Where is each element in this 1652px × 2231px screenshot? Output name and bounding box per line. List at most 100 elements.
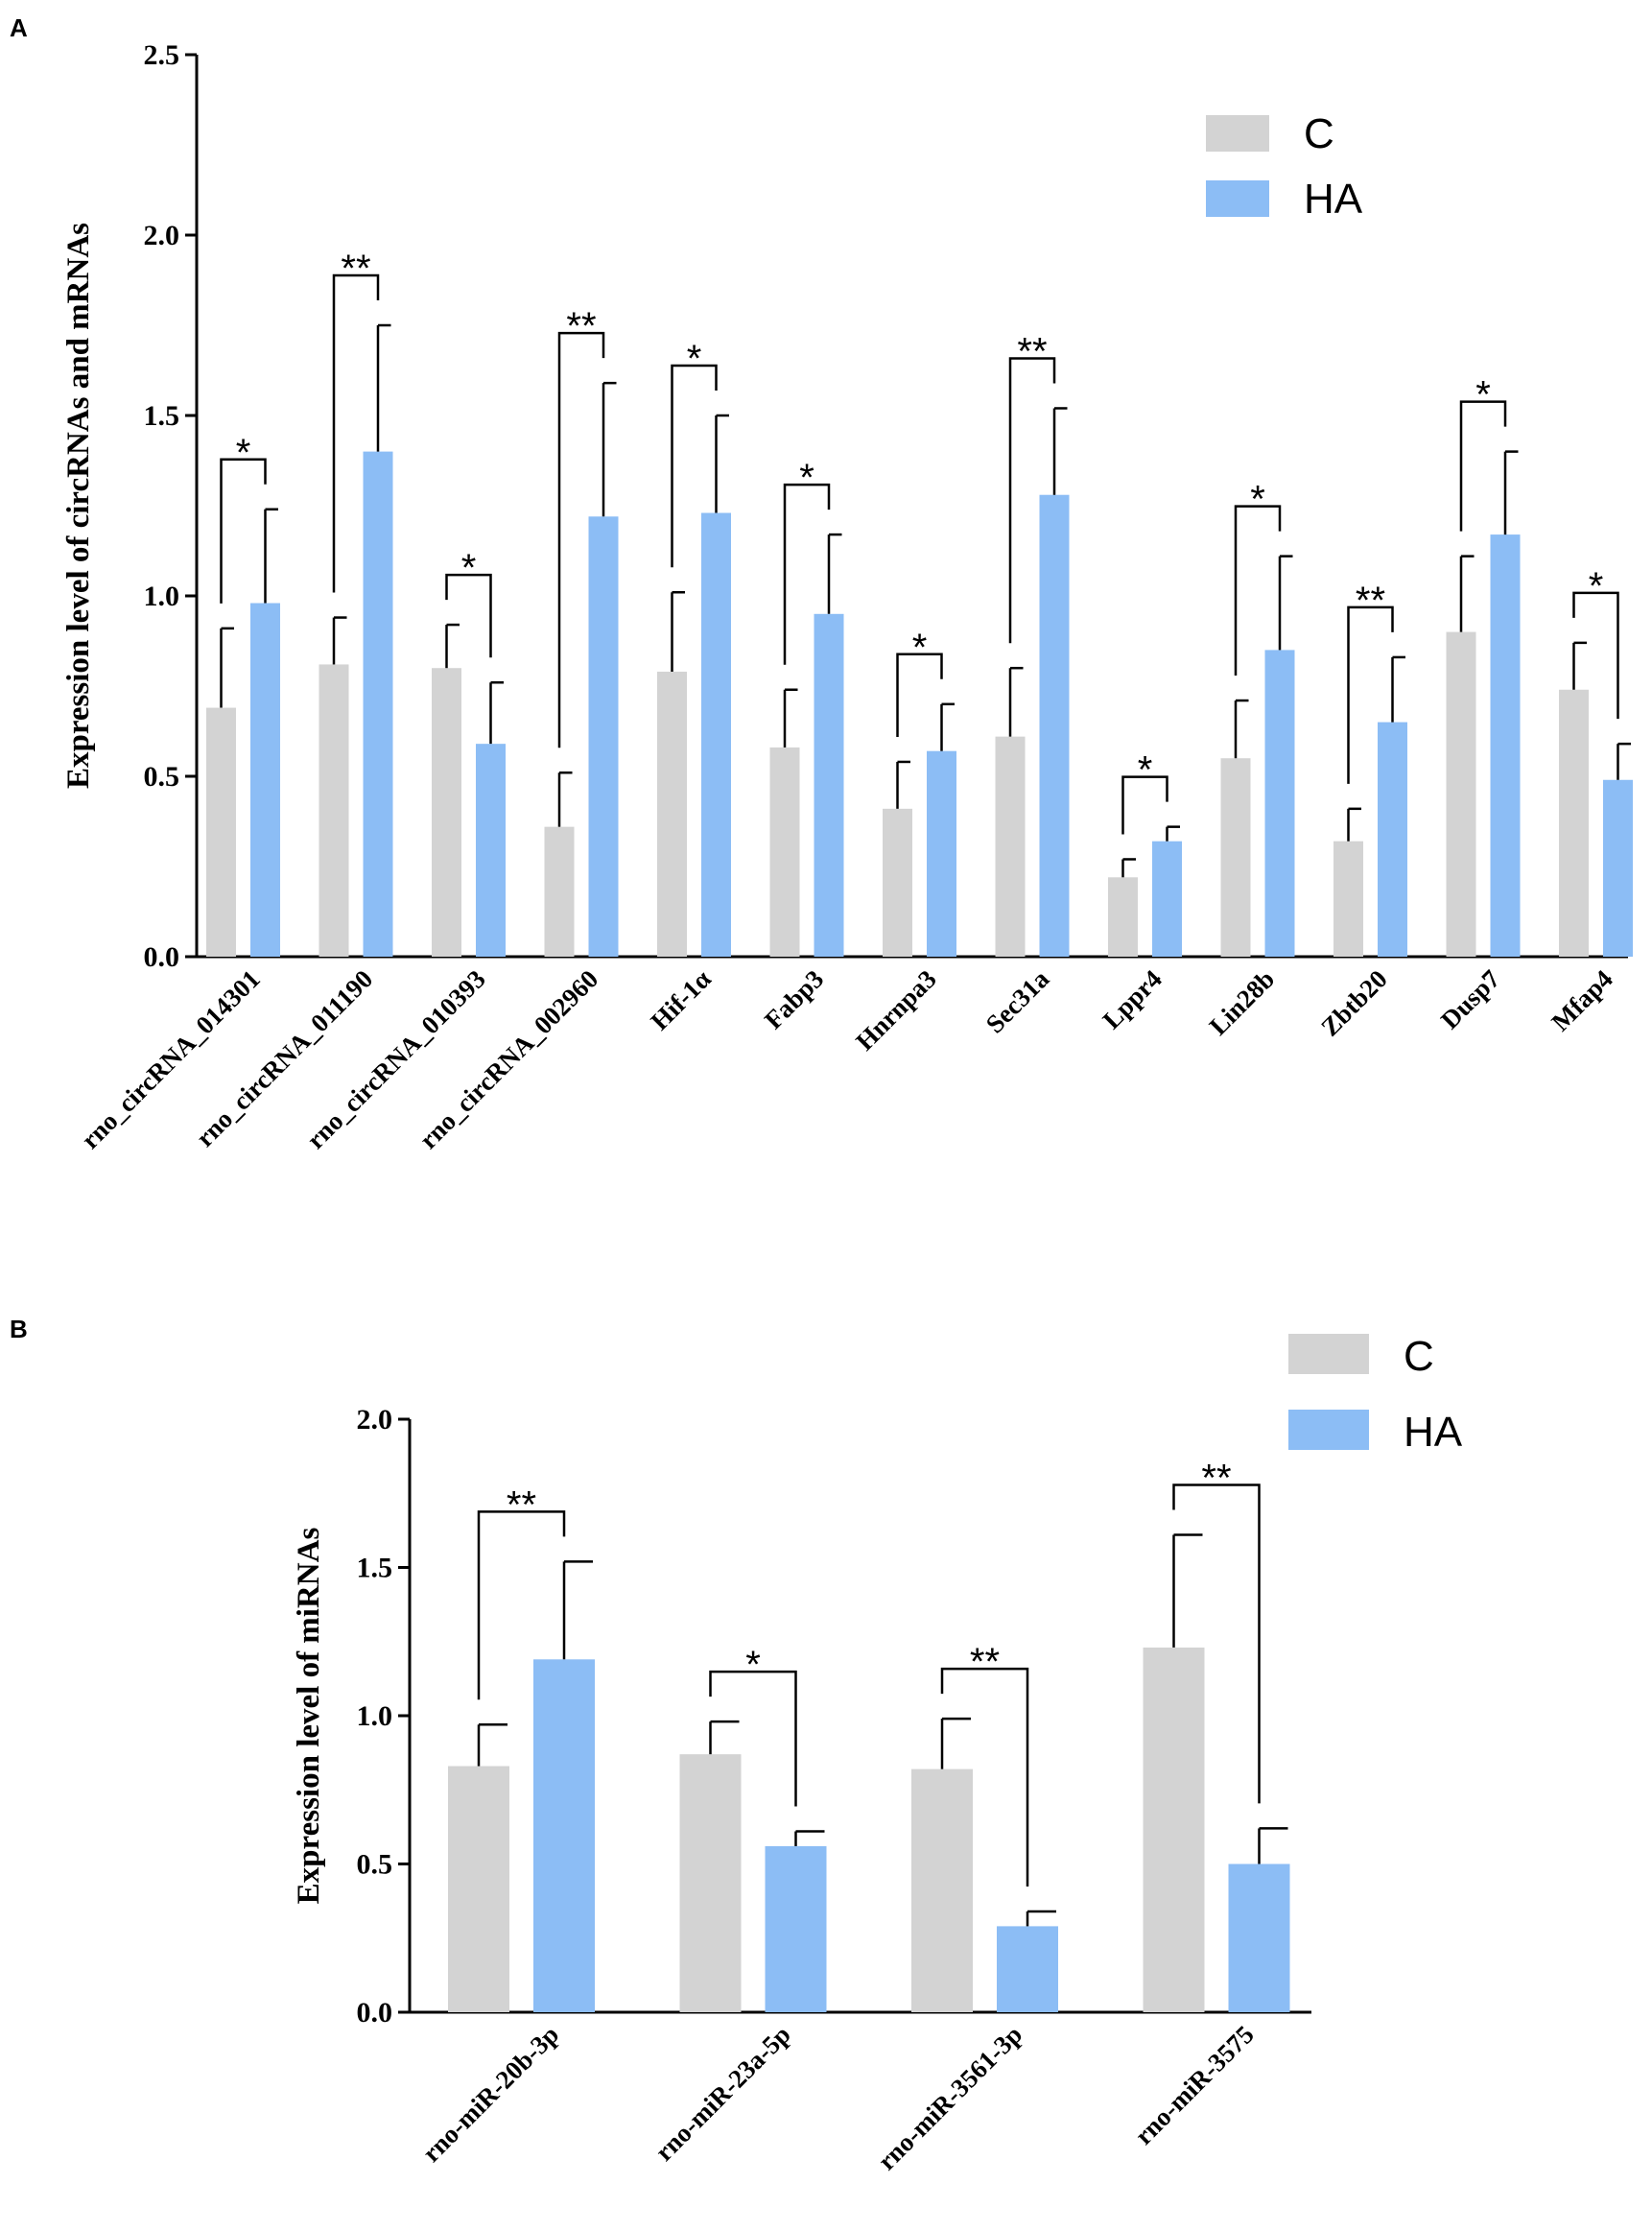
y-tick-label: 2.0 (357, 1404, 393, 1436)
category-label: Zbtb20 (1315, 964, 1393, 1042)
bar-c (883, 808, 912, 957)
significance-bracket (671, 364, 718, 568)
bar-c (1220, 758, 1251, 957)
bar-c (1559, 689, 1589, 957)
significance-bracket (1572, 591, 1619, 720)
significance-marker: * (1475, 374, 1491, 416)
category-label: Lin28b (1204, 964, 1281, 1041)
panel-label: A (10, 13, 28, 42)
bar-ha (363, 451, 393, 958)
y-tick-label: 1.5 (144, 400, 180, 432)
bar-c (911, 1768, 973, 2012)
bar-ha (1490, 534, 1521, 957)
significance-bracket (445, 573, 492, 658)
y-tick-label: 1.0 (144, 581, 180, 612)
significance-marker: * (461, 547, 477, 589)
bar-c (432, 668, 461, 957)
legend-swatch-c (1288, 1334, 1369, 1374)
bar-c (319, 664, 349, 957)
bar-ha (1264, 650, 1295, 957)
significance-bracket (1172, 1483, 1261, 1804)
bar-c (448, 1766, 509, 2012)
significance-marker: * (912, 627, 928, 669)
legend-label-ha: HA (1304, 176, 1363, 223)
y-tick-label: 0.0 (357, 1997, 393, 2029)
bar-ha (533, 1659, 595, 2012)
significance-marker: * (1138, 749, 1153, 792)
y-tick-label: 2.0 (144, 220, 180, 251)
category-label: Hif-1α (645, 964, 716, 1035)
panel-a: A Expression level of circRNAs and mRNAs 0… (10, 13, 1633, 1154)
y-tick-label: 1.0 (357, 1700, 393, 1732)
y-tick-label: 1.5 (357, 1553, 393, 1584)
significance-marker: ** (1201, 1458, 1231, 1500)
significance-bracket (783, 483, 831, 665)
y-tick-label: 2.5 (144, 39, 180, 71)
significance-marker: ** (566, 305, 596, 347)
bar-ha (250, 603, 280, 957)
legend-label-c: C (1304, 110, 1334, 157)
category-label: Lppr4 (1097, 964, 1168, 1034)
bar-ha (997, 1926, 1058, 2012)
bar-c (1446, 631, 1476, 957)
bar-ha (765, 1845, 827, 2012)
significance-marker: * (745, 1644, 761, 1686)
category-label: rno-miR-20b-3p (416, 2020, 564, 2168)
significance-marker: ** (507, 1483, 536, 1526)
significance-bracket (940, 1667, 1029, 1887)
significance-marker: ** (341, 248, 370, 290)
bar-c (1108, 877, 1138, 957)
bar-c (1143, 1647, 1205, 2012)
significance-bracket (557, 331, 605, 748)
significance-bracket (1121, 775, 1168, 835)
significance-bracket (477, 1510, 566, 1700)
significance-bracket (709, 1670, 797, 1807)
significance-bracket (1459, 400, 1507, 532)
bar-c (769, 747, 800, 957)
bar-c (206, 707, 236, 957)
y-tick-label: 0.5 (144, 761, 180, 793)
bar-ha (1039, 494, 1070, 957)
category-label: Dusp7 (1435, 964, 1505, 1034)
significance-marker: ** (970, 1641, 1000, 1683)
bar-ha (1228, 1863, 1290, 2012)
significance-marker: * (687, 338, 702, 380)
significance-marker: ** (1356, 580, 1385, 622)
category-label: Hnrnpa3 (850, 964, 941, 1056)
bar-ha (588, 516, 619, 957)
y-tick-label: 0.5 (357, 1849, 393, 1881)
bar-c (544, 826, 575, 957)
panel-label: B (10, 1315, 28, 1343)
legend-swatch-c (1206, 115, 1269, 152)
bar-ha (476, 744, 506, 957)
significance-marker: * (799, 457, 814, 499)
panel-b: B Expression level of miRNAs 0.0 0.5 1.0 1.5 2… (10, 1315, 1463, 2175)
bar-ha (1603, 779, 1633, 957)
significance-bracket (1347, 605, 1394, 784)
category-label: rno-miR-3575 (1129, 2020, 1260, 2150)
significance-bracket (1008, 357, 1056, 644)
category-label: Fabp3 (759, 964, 829, 1034)
significance-marker: * (236, 432, 251, 474)
y-axis-title: Expression level of miRNAs (292, 1528, 326, 1905)
significance-marker: ** (1017, 330, 1047, 372)
legend-swatch-ha (1288, 1410, 1369, 1450)
bar-c (657, 671, 687, 957)
bar-ha (1378, 722, 1407, 957)
bar-ha (927, 750, 956, 957)
significance-bracket (332, 273, 380, 593)
y-tick-label: 0.0 (144, 941, 180, 973)
legend-swatch-ha (1206, 180, 1269, 217)
bar-c (679, 1754, 742, 2012)
bar-ha (814, 613, 844, 957)
legend-label-ha: HA (1404, 1409, 1463, 1456)
bar-c (995, 736, 1026, 957)
significance-marker: * (1250, 479, 1265, 521)
bar-ha (1152, 841, 1182, 957)
significance-marker: * (1589, 565, 1604, 607)
category-label: rno-miR-23a-5p (649, 2020, 796, 2167)
category-label: Sec31a (980, 964, 1055, 1039)
bar-ha (701, 512, 731, 957)
significance-bracket (896, 653, 943, 737)
